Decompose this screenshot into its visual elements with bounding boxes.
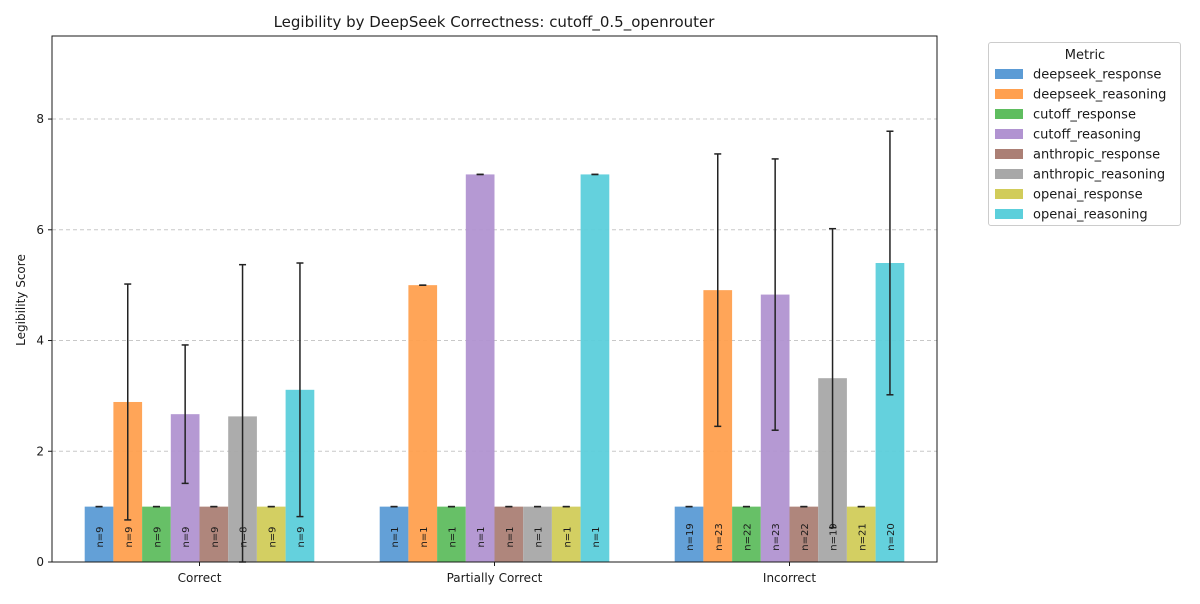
x-tick-label: Incorrect (763, 571, 816, 585)
y-axis-ticks: 0 2 4 6 8 (36, 112, 52, 569)
bar (551, 506, 581, 562)
count-label: n=9 (124, 526, 135, 547)
count-label: n=20 (886, 523, 897, 550)
bar (580, 174, 610, 562)
legend-label: deepseek_reasoning (1033, 88, 1166, 103)
count-label: n=9 (95, 526, 106, 547)
bar (408, 285, 438, 562)
bar (674, 506, 704, 562)
legend-swatch (995, 69, 1023, 79)
legend-swatch (995, 129, 1023, 139)
bar (732, 506, 761, 562)
y-tick-label: 6 (36, 223, 44, 237)
bars (84, 174, 905, 562)
legend-label: deepseek_response (1033, 68, 1161, 83)
bar (256, 506, 286, 562)
count-labels: n=9 n=9 n=9 n=9 n=9 n=8 n=9 n=9 n=1 n=1 n=1 n=1 n=1 n… (95, 523, 897, 550)
bar (789, 506, 819, 562)
count-label: n=9 (210, 526, 221, 547)
bar (523, 506, 552, 562)
y-axis-label: Legibility Score (14, 254, 28, 346)
bar (379, 506, 409, 562)
count-label: n=22 (742, 523, 753, 550)
y-tick-label: 2 (36, 444, 44, 458)
bar (199, 506, 229, 562)
legend-label: anthropic_reasoning (1033, 168, 1165, 183)
legend-svg: Metric deepseek_response deepseek_reasoni… (995, 48, 1166, 223)
legend-title: Metric (1065, 48, 1105, 63)
count-label: n=1 (562, 526, 573, 547)
count-label: n=19 (685, 523, 696, 550)
count-label: n=22 (800, 523, 811, 550)
bar (84, 506, 114, 562)
count-label: n=1 (591, 526, 602, 547)
error-bars (95, 130, 894, 563)
legend-swatch (995, 109, 1023, 119)
count-label: n=8 (239, 526, 250, 547)
count-label: n=1 (447, 526, 458, 547)
count-label: n=9 (267, 526, 278, 547)
legend-swatch (995, 169, 1023, 179)
count-label: n=19 (829, 523, 840, 550)
legend-swatch (995, 89, 1023, 99)
legend-items: deepseek_response deepseek_reasoningcutof… (995, 68, 1166, 223)
count-label: n=1 (419, 526, 430, 547)
count-label: n=1 (534, 526, 545, 547)
legend-label: anthropic_response (1033, 148, 1160, 163)
legend-swatch (995, 209, 1023, 219)
count-label: n=1 (505, 526, 516, 547)
bar (846, 506, 876, 562)
y-tick-label: 0 (36, 555, 44, 569)
x-tick-label: Partially Correct (447, 571, 543, 585)
legend-label: cutoff_response (1033, 108, 1136, 123)
bar (142, 506, 171, 562)
count-label: n=21 (857, 523, 868, 550)
count-label: n=1 (476, 526, 487, 547)
legend-label: openai_response (1033, 188, 1143, 203)
legend-label: openai_reasoning (1033, 208, 1148, 223)
x-axis-ticks: Correct Partially Correct Incorrect (178, 562, 816, 585)
y-tick-label: 8 (36, 112, 44, 126)
bar (465, 174, 495, 562)
count-label: n=23 (771, 523, 782, 550)
legend: Metric deepseek_response deepseek_reasoni… (988, 42, 1181, 226)
count-label: n=23 (714, 523, 725, 550)
legend-swatch (995, 189, 1023, 199)
count-label: n=9 (152, 526, 163, 547)
count-label: n=9 (296, 526, 307, 547)
bar (437, 506, 466, 562)
count-label: n=1 (390, 526, 401, 547)
count-label: n=9 (181, 526, 192, 547)
x-tick-label: Correct (178, 571, 222, 585)
legend-label: cutoff_reasoning (1033, 128, 1141, 143)
legend-swatch (995, 149, 1023, 159)
chart-title: Legibility by DeepSeek Correctness: cuto… (274, 13, 716, 32)
y-tick-label: 4 (36, 334, 44, 348)
bar (494, 506, 524, 562)
